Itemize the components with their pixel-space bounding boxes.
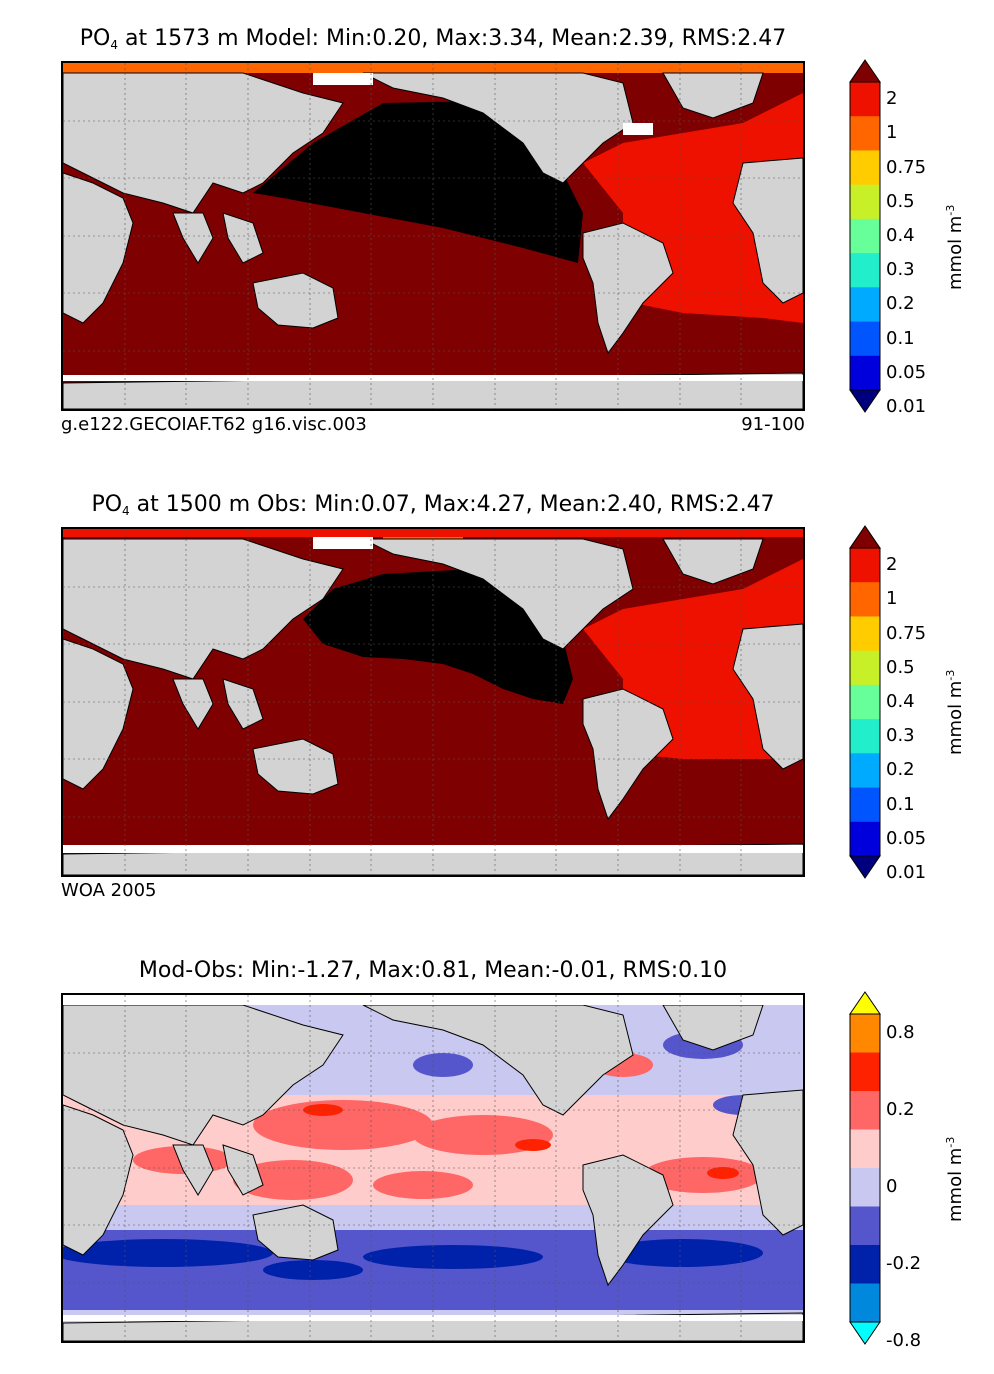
colorbar-bin xyxy=(850,287,880,323)
colorbar-bin xyxy=(850,616,880,652)
colorbar-frame xyxy=(849,1013,881,1323)
colorbar-bin xyxy=(850,218,880,254)
model-colorbar-unit: mmol m-3 xyxy=(944,204,966,290)
colorbar-tick-label: 0.2 xyxy=(886,1099,915,1121)
colorbar-extend-min xyxy=(849,389,881,413)
colorbar-tick-label: 0.75 xyxy=(886,156,927,178)
obs-colorbar xyxy=(849,525,881,879)
colorbar-tick-label: 0.75 xyxy=(886,622,927,644)
colorbar-bin xyxy=(850,753,880,789)
diff-colorbar-unit: mmol m-3 xyxy=(944,1136,966,1222)
colorbar-bin xyxy=(850,184,880,220)
colorbar-tick-label: 0.4 xyxy=(886,691,915,712)
colorbar-bin xyxy=(850,253,880,288)
colorbar-bin xyxy=(850,548,880,583)
colorbar-bin xyxy=(850,821,880,857)
obs-map xyxy=(61,527,805,877)
colorbar-extend-max xyxy=(849,59,881,83)
colorbar-bin xyxy=(850,719,880,754)
colorbar-bin xyxy=(850,116,880,151)
colorbar-bin xyxy=(850,1091,880,1130)
colorbar-tick-label: 0.05 xyxy=(886,827,927,849)
colorbar-bin xyxy=(850,1014,880,1053)
colorbar-tick-label: 0.01 xyxy=(886,862,927,884)
colorbar-extend-min xyxy=(849,855,881,879)
colorbar-bin xyxy=(850,355,880,391)
colorbar-bin xyxy=(850,582,880,617)
colorbar-tick-label: 0.3 xyxy=(886,725,915,747)
colorbar-frame xyxy=(849,547,881,857)
colorbar-bin xyxy=(850,650,880,686)
colorbar-bin xyxy=(850,1206,880,1246)
colorbar-bin xyxy=(850,787,880,823)
colorbar-tick-label: 0.8 xyxy=(886,1022,915,1044)
colorbar-extend-min xyxy=(849,1321,881,1345)
colorbar-tick-label: 0.01 xyxy=(886,396,927,418)
obs-colorbar-unit: mmol m-3 xyxy=(944,669,966,755)
colorbar-bin xyxy=(850,1129,880,1169)
model-colorbar xyxy=(849,59,881,413)
colorbar-bin xyxy=(850,321,880,357)
colorbar-bin xyxy=(850,82,880,117)
colorbar-tick-label: 0.5 xyxy=(886,656,915,678)
colorbar-bin xyxy=(850,1052,880,1092)
diff-panel-title: Mod-Obs: Min:-1.27, Max:0.81, Mean:-0.01… xyxy=(138,958,728,983)
model-caption-right: 91-100 xyxy=(741,414,805,435)
colorbar-extend-max xyxy=(849,991,881,1015)
diff-map xyxy=(61,993,805,1343)
colorbar-tick-label: 1 xyxy=(886,588,898,610)
model-caption-left: g.e122.GECOIAF.T62 g16.visc.003 xyxy=(61,414,367,435)
colorbar-bin xyxy=(850,1168,880,1207)
colorbar-tick-label: 0.1 xyxy=(886,793,915,815)
obs-panel-title: PO4 at 1500 m Obs: Min:0.07, Max:4.27, M… xyxy=(91,492,775,518)
colorbar-bin xyxy=(850,150,880,186)
model-panel-title: PO4 at 1573 m Model: Min:0.20, Max:3.34,… xyxy=(79,26,787,52)
colorbar-tick-label: 0.3 xyxy=(886,259,915,281)
colorbar-tick-label: 0.05 xyxy=(886,361,927,383)
colorbar-tick-label: 0 xyxy=(886,1176,898,1198)
colorbar-tick-label: 2 xyxy=(886,88,898,110)
colorbar-tick-label: 2 xyxy=(886,554,898,576)
colorbar-tick-label: 0.4 xyxy=(886,225,915,246)
colorbar-tick-label: 0.2 xyxy=(886,759,915,781)
colorbar-tick-label: -0.8 xyxy=(886,1330,922,1352)
colorbar-tick-label: -0.2 xyxy=(886,1253,922,1275)
colorbar-tick-label: 0.2 xyxy=(886,293,915,315)
colorbar-tick-label: 0.5 xyxy=(886,190,915,212)
model-map xyxy=(61,61,805,411)
colorbar-bin xyxy=(850,1283,880,1323)
colorbar-bin xyxy=(850,1245,880,1284)
diff-colorbar xyxy=(849,991,881,1345)
colorbar-bin xyxy=(850,684,880,720)
colorbar-tick-label: 0.1 xyxy=(886,327,915,349)
colorbar-frame xyxy=(849,81,881,391)
colorbar-tick-label: 1 xyxy=(886,122,898,144)
colorbar-extend-max xyxy=(849,525,881,549)
obs-caption-left: WOA 2005 xyxy=(61,880,157,901)
